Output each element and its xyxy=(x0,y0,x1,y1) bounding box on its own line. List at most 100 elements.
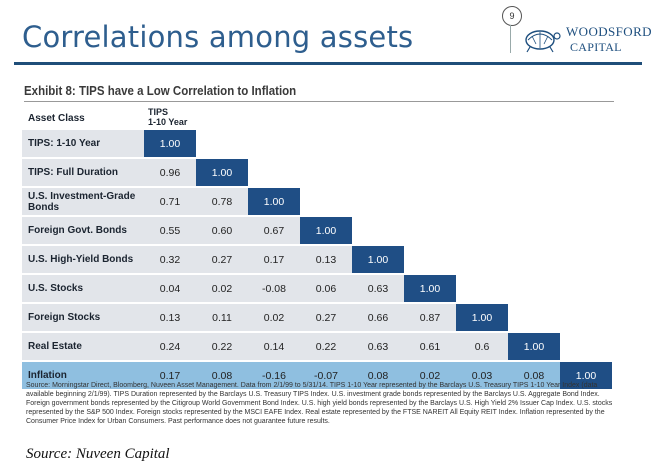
table-row: Inflation 0.17 0.08 -0.16 -0.07 0.08 0.02 0.03 0… xyxy=(22,361,612,391)
correlation-cell: 0.27 xyxy=(196,245,248,275)
table-row: U.S. Stocks 0.04 0.02 -0.08 0.06 0.63 1.00 xyxy=(22,274,612,304)
empty-cell xyxy=(508,130,560,159)
empty-cell xyxy=(508,245,560,275)
correlation-cell: -0.07 xyxy=(300,361,352,391)
empty-cell xyxy=(560,274,612,304)
correlation-cell: 0.14 xyxy=(248,332,300,362)
empty-cell xyxy=(560,332,612,362)
correlation-cell: 0.02 xyxy=(404,361,456,391)
correlation-cell: 0.06 xyxy=(300,274,352,304)
logo-wordmark-line2: CAPITAL xyxy=(570,40,622,54)
empty-cell xyxy=(404,158,456,188)
table-row: TIPS: 1-10 Year 1.00 xyxy=(22,130,612,159)
empty-cell xyxy=(404,187,456,217)
correlation-cell: 0.17 xyxy=(144,361,196,391)
row-label: TIPS: Full Duration xyxy=(22,158,144,188)
empty-cell xyxy=(456,130,508,159)
correlation-table: TIPS: 1-10 Year 1.00 TIPS: Full Duration 0.… xyxy=(22,130,612,391)
row-label: Inflation xyxy=(22,361,144,391)
empty-cell xyxy=(404,245,456,275)
row-label: Foreign Govt. Bonds xyxy=(22,216,144,246)
correlation-cell: 1.00 xyxy=(508,332,560,362)
empty-cell xyxy=(456,158,508,188)
footnote: Source: Morningstar Direct, Bloomberg, N… xyxy=(26,382,613,425)
empty-cell xyxy=(508,274,560,304)
correlation-cell: 0.13 xyxy=(300,245,352,275)
correlation-cell: 0.11 xyxy=(196,303,248,333)
correlation-cell: 1.00 xyxy=(404,274,456,304)
correlation-cell: 0.02 xyxy=(248,303,300,333)
source-caption: Source: Nuveen Capital xyxy=(26,446,170,462)
row-label: Foreign Stocks xyxy=(22,303,144,333)
correlation-cell: 1.00 xyxy=(456,303,508,333)
correlation-cell: 0.71 xyxy=(144,187,196,217)
table-row: Foreign Stocks 0.13 0.11 0.02 0.27 0.66 0.87 1.… xyxy=(22,303,612,333)
empty-cell xyxy=(508,216,560,246)
correlation-cell: 0.22 xyxy=(300,332,352,362)
exhibit-title: Exhibit 8: TIPS have a Low Correlation t… xyxy=(24,84,297,98)
empty-cell xyxy=(196,130,248,159)
exhibit-divider xyxy=(24,101,614,102)
empty-cell xyxy=(248,158,300,188)
correlation-cell: 0.63 xyxy=(352,274,404,304)
correlation-cell: 0.02 xyxy=(196,274,248,304)
logo-divider xyxy=(510,25,511,53)
empty-cell xyxy=(560,130,612,159)
correlation-cell: 0.66 xyxy=(352,303,404,333)
turtle-logo-icon xyxy=(525,30,561,53)
column-header: TIPS 1-10 Year xyxy=(148,107,187,127)
correlation-cell: -0.16 xyxy=(248,361,300,391)
logo-wordmark-line1: WOODSFORD xyxy=(566,24,652,39)
empty-cell xyxy=(248,130,300,159)
correlation-cell: 0.08 xyxy=(196,361,248,391)
correlation-cell: 0.55 xyxy=(144,216,196,246)
empty-cell xyxy=(300,130,352,159)
empty-cell xyxy=(352,130,404,159)
row-label: U.S. Stocks xyxy=(22,274,144,304)
column-header-line: TIPS xyxy=(148,107,169,117)
correlation-cell: 0.08 xyxy=(352,361,404,391)
correlation-cell: 1.00 xyxy=(144,130,196,159)
empty-cell xyxy=(560,245,612,275)
slide-title: Correlations among assets xyxy=(22,20,414,54)
empty-cell xyxy=(456,187,508,217)
empty-cell xyxy=(560,158,612,188)
correlation-cell: 1.00 xyxy=(352,245,404,275)
correlation-cell: 0.6 xyxy=(456,332,508,362)
row-label: U.S. Investment-Grade Bonds xyxy=(22,187,144,217)
table-row: Real Estate 0.24 0.22 0.14 0.22 0.63 0.61 0.6 1.… xyxy=(22,332,612,362)
empty-cell xyxy=(508,187,560,217)
empty-cell xyxy=(404,130,456,159)
correlation-cell: 0.63 xyxy=(352,332,404,362)
table-row: U.S. High-Yield Bonds 0.32 0.27 0.17 0.13 1.0… xyxy=(22,245,612,275)
correlation-cell: 0.04 xyxy=(144,274,196,304)
empty-cell xyxy=(300,158,352,188)
title-divider xyxy=(14,62,642,65)
empty-cell xyxy=(352,158,404,188)
empty-cell xyxy=(456,216,508,246)
correlation-cell: 0.67 xyxy=(248,216,300,246)
page-number: 9 xyxy=(502,6,522,26)
correlation-cell: 0.96 xyxy=(144,158,196,188)
correlation-cell: 0.08 xyxy=(508,361,560,391)
correlation-cell: -0.08 xyxy=(248,274,300,304)
correlation-cell: 0.78 xyxy=(196,187,248,217)
row-label: U.S. High-Yield Bonds xyxy=(22,245,144,275)
table-row: Foreign Govt. Bonds 0.55 0.60 0.67 1.00 xyxy=(22,216,612,246)
correlation-cell: 0.13 xyxy=(144,303,196,333)
correlation-cell: 0.87 xyxy=(404,303,456,333)
empty-cell xyxy=(560,303,612,333)
asset-class-header: Asset Class xyxy=(28,113,85,124)
correlation-cell: 0.32 xyxy=(144,245,196,275)
table-row: TIPS: Full Duration 0.96 1.00 xyxy=(22,158,612,188)
correlation-cell: 0.03 xyxy=(456,361,508,391)
empty-cell xyxy=(508,158,560,188)
empty-cell xyxy=(560,187,612,217)
empty-cell xyxy=(456,245,508,275)
correlation-cell: 0.27 xyxy=(300,303,352,333)
empty-cell xyxy=(352,187,404,217)
correlation-cell: 1.00 xyxy=(196,158,248,188)
empty-cell xyxy=(352,216,404,246)
empty-cell xyxy=(456,274,508,304)
correlation-cell: 1.00 xyxy=(560,361,612,391)
